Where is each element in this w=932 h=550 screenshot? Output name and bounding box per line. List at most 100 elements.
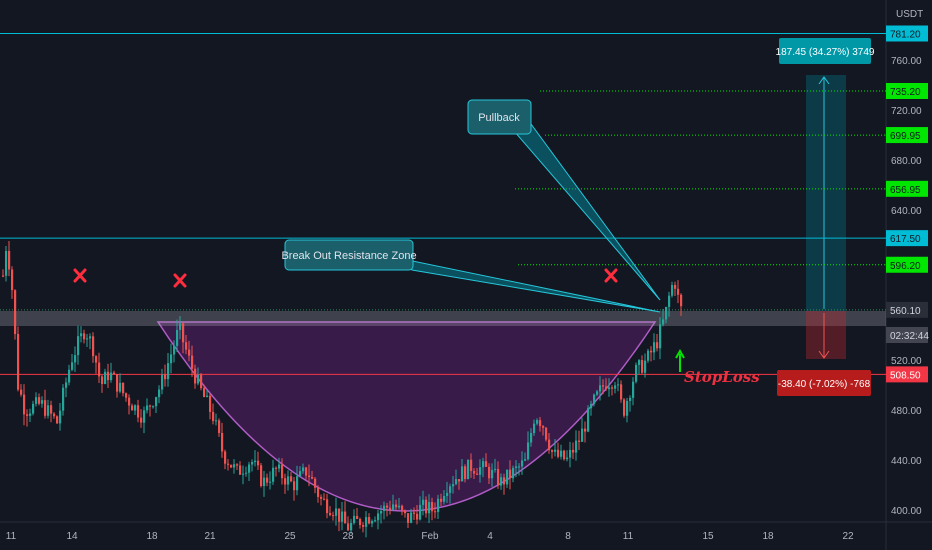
candle: [338, 508, 341, 532]
candle: [521, 451, 524, 475]
candle: [569, 441, 572, 468]
target-measure-box[interactable]: [806, 75, 846, 311]
candle: [500, 473, 503, 490]
candle: [176, 319, 179, 352]
candle: [278, 457, 281, 473]
price-axis[interactable]: [886, 0, 932, 550]
stoploss-label: StopLoss: [684, 368, 760, 386]
candle: [551, 449, 554, 459]
price-tag-0: 781.20: [886, 25, 928, 42]
price-levels: [0, 33, 886, 375]
candlesticks[interactable]: [2, 241, 683, 538]
candle: [47, 399, 50, 419]
candle: [272, 459, 275, 485]
candle: [11, 266, 14, 299]
candle: [425, 496, 428, 518]
time-tick-4: 25: [284, 531, 296, 542]
candle: [86, 333, 89, 348]
price-tick-7: 440.00: [891, 456, 922, 467]
candle: [428, 494, 431, 524]
breakout-callout[interactable]: Break Out Resistance Zone: [281, 239, 417, 271]
candle: [68, 364, 71, 386]
price-tag-text-2: 699.95: [890, 131, 921, 142]
candle: [584, 421, 587, 443]
candle: [653, 333, 656, 361]
candle: [329, 506, 332, 517]
candle: [113, 370, 116, 375]
candle: [92, 332, 95, 363]
candle: [548, 433, 551, 454]
candle: [260, 462, 263, 488]
candle: [347, 516, 350, 532]
candle: [665, 306, 668, 324]
candle: [341, 502, 344, 531]
candle: [431, 497, 434, 521]
candle: [647, 348, 650, 363]
candle: [566, 450, 569, 462]
candle: [386, 502, 389, 517]
price-tag-6: 560.10: [886, 301, 928, 318]
target-measure-text: 187.45 (34.27%) 3749: [776, 47, 875, 58]
candle: [395, 499, 398, 510]
candle: [614, 381, 617, 394]
candle: [539, 417, 542, 432]
candle: [494, 458, 497, 473]
candle: [677, 280, 680, 304]
price-tick-2: 680.00: [891, 156, 922, 167]
candle: [611, 385, 614, 396]
candle: [593, 393, 596, 407]
candle: [83, 329, 86, 344]
candle: [554, 439, 557, 457]
candle: [53, 412, 56, 419]
candle: [479, 459, 482, 483]
stop-measure-label: -38.40 (-7.02%) -768: [777, 370, 871, 396]
target-arrow-head: [818, 76, 830, 85]
candle: [452, 476, 455, 494]
candle: [545, 427, 548, 442]
candle: [470, 453, 473, 478]
candle: [563, 449, 566, 461]
candle: [104, 368, 107, 385]
candle: [308, 464, 311, 487]
candle: [488, 463, 491, 484]
candle: [29, 408, 32, 423]
price-tag-text-6: 560.10: [890, 306, 921, 317]
candle: [557, 442, 560, 459]
price-tag-text-8: 508.50: [890, 370, 921, 381]
candle: [197, 367, 200, 386]
candle: [443, 490, 446, 505]
candle: [65, 377, 68, 398]
price-tag-text-4: 617.50: [890, 234, 921, 245]
candle: [572, 442, 575, 460]
candle: [680, 293, 683, 316]
candle: [158, 385, 161, 404]
candle: [602, 379, 605, 395]
candle: [89, 333, 92, 350]
candle: [2, 269, 5, 278]
candle: [140, 409, 143, 428]
candle: [599, 376, 602, 401]
candle: [101, 374, 104, 393]
price-tag-text-5: 596.20: [890, 261, 921, 272]
candle: [296, 465, 299, 496]
candle: [473, 468, 476, 479]
candle: [440, 493, 443, 507]
pullback-callout[interactable]: Pullback: [467, 99, 532, 135]
candle: [623, 398, 626, 418]
time-tick-6: Feb: [421, 531, 439, 542]
candle: [626, 397, 629, 423]
candle: [389, 500, 392, 515]
candle: [641, 355, 644, 375]
candle: [185, 334, 188, 355]
candle: [26, 409, 29, 427]
candle: [359, 517, 362, 529]
candle: [20, 384, 23, 397]
resistance-zone[interactable]: [0, 311, 886, 326]
candle: [293, 477, 296, 501]
price-tick-0: 760.00: [891, 56, 922, 67]
candle: [266, 473, 269, 487]
stop-measure-box[interactable]: [806, 311, 846, 359]
candle: [515, 460, 518, 478]
